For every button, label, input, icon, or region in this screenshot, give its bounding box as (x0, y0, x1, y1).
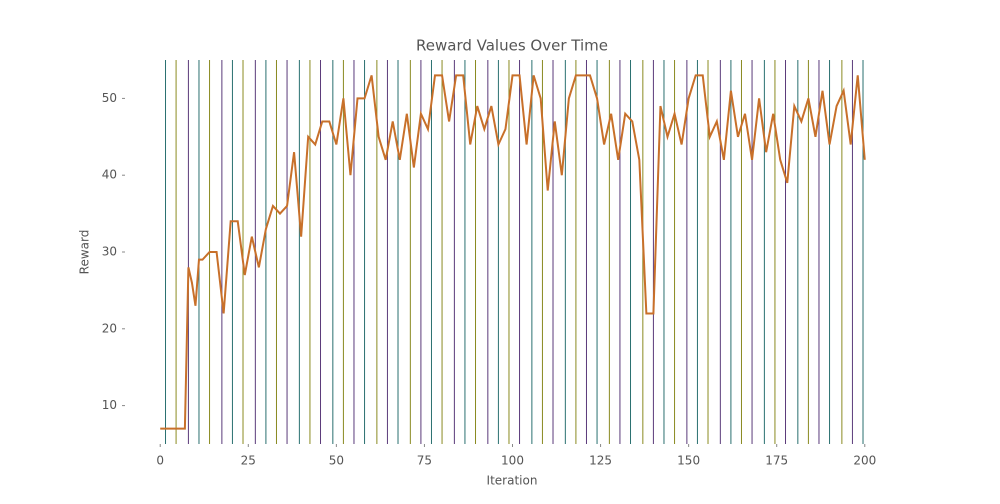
x-tick-label: 50 (329, 454, 344, 468)
y-tick-label: 40 (102, 168, 117, 182)
x-tick-label: 75 (417, 454, 432, 468)
x-tick-label: 125 (589, 454, 612, 468)
y-axis-label: Reward (78, 230, 92, 275)
reward-line (160, 74, 866, 430)
chart-title: Reward Values Over Time (416, 37, 608, 55)
x-tick-label: 150 (677, 454, 700, 468)
x-tick-label: 200 (853, 454, 876, 468)
y-tick-label: 20 (102, 321, 117, 335)
x-tick-label: 100 (501, 454, 524, 468)
x-tick-label: 0 (156, 454, 164, 468)
x-tick-label: 175 (765, 454, 788, 468)
y-tick-label: 10 (102, 398, 117, 412)
x-axis-label: Iteration (487, 474, 538, 488)
x-tick-label: 25 (241, 454, 256, 468)
y-tick-label: 50 (102, 91, 117, 105)
y-tick-label: 30 (102, 245, 117, 259)
